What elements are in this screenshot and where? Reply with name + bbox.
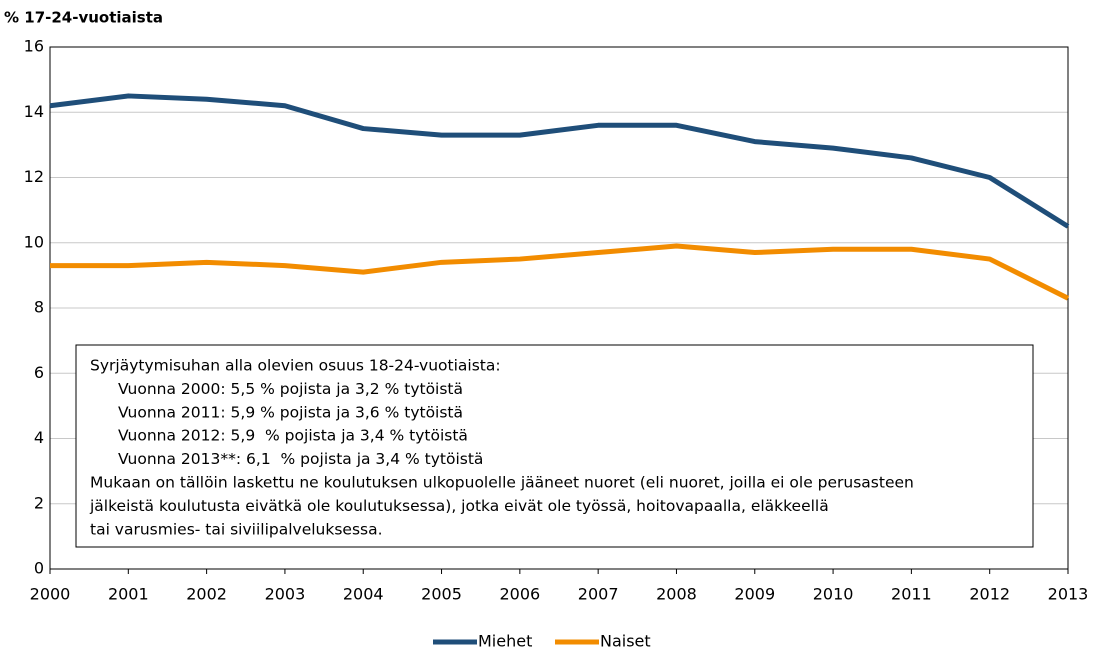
x-tick-label: 2003 [265, 585, 306, 604]
x-tick-label: 2007 [578, 585, 619, 604]
x-tick-label: 2012 [969, 585, 1010, 604]
annotation-line: jälkeistä koulutusta eivätkä ole koulutu… [89, 497, 829, 515]
x-tick-label: 2013 [1048, 585, 1089, 604]
legend-label: Miehet [478, 632, 532, 651]
legend-label: Naiset [600, 632, 651, 651]
y-axis-label: % 17-24-vuotiaista [4, 9, 163, 27]
annotation-box [75, 344, 1034, 548]
x-tick-label: 2010 [813, 585, 854, 604]
x-tick-label: 2004 [343, 585, 384, 604]
x-tick-label: 2008 [656, 585, 697, 604]
y-tick-label: 0 [34, 559, 44, 578]
plot-frame [49, 46, 1069, 570]
y-tick-label: 14 [24, 102, 44, 121]
annotation-line: Vuonna 2000: 5,5 % pojista ja 3,2 % tytö… [118, 380, 463, 398]
y-tick-label: 10 [24, 232, 44, 251]
annotation-line: Vuonna 2013**: 6,1 % pojista ja 3,4 % ty… [118, 450, 483, 468]
y-tick-label: 2 [34, 493, 44, 512]
x-tick-label: 2001 [108, 585, 149, 604]
annotation-line: tai varusmies- tai siviilipalveluksessa. [90, 520, 383, 538]
y-tick-label: 16 [24, 37, 44, 56]
x-tick-label: 2011 [891, 585, 932, 604]
y-tick-label: 4 [34, 428, 44, 447]
annotation-line: Vuonna 2011: 5,9 % pojista ja 3,6 % tytö… [118, 403, 463, 421]
x-tick-label: 2005 [421, 585, 462, 604]
x-tick-label: 2002 [186, 585, 227, 604]
x-tick-label: 2009 [734, 585, 775, 604]
annotation-line: Syrjäytymisuhan alla olevien osuus 18-24… [90, 357, 501, 375]
annotation-line: Vuonna 2012: 5,9 % pojista ja 3,4 % tytö… [118, 427, 468, 445]
y-tick-label: 8 [34, 298, 44, 317]
x-tick-label: 2006 [499, 585, 540, 604]
y-tick-label: 12 [24, 167, 44, 186]
series-line [49, 93, 1070, 229]
series-line [50, 243, 1070, 301]
x-tick-label: 2000 [30, 585, 71, 604]
y-tick-label: 6 [34, 363, 44, 382]
annotation-line: Mukaan on tällöin laskettu ne koulutukse… [90, 474, 914, 492]
